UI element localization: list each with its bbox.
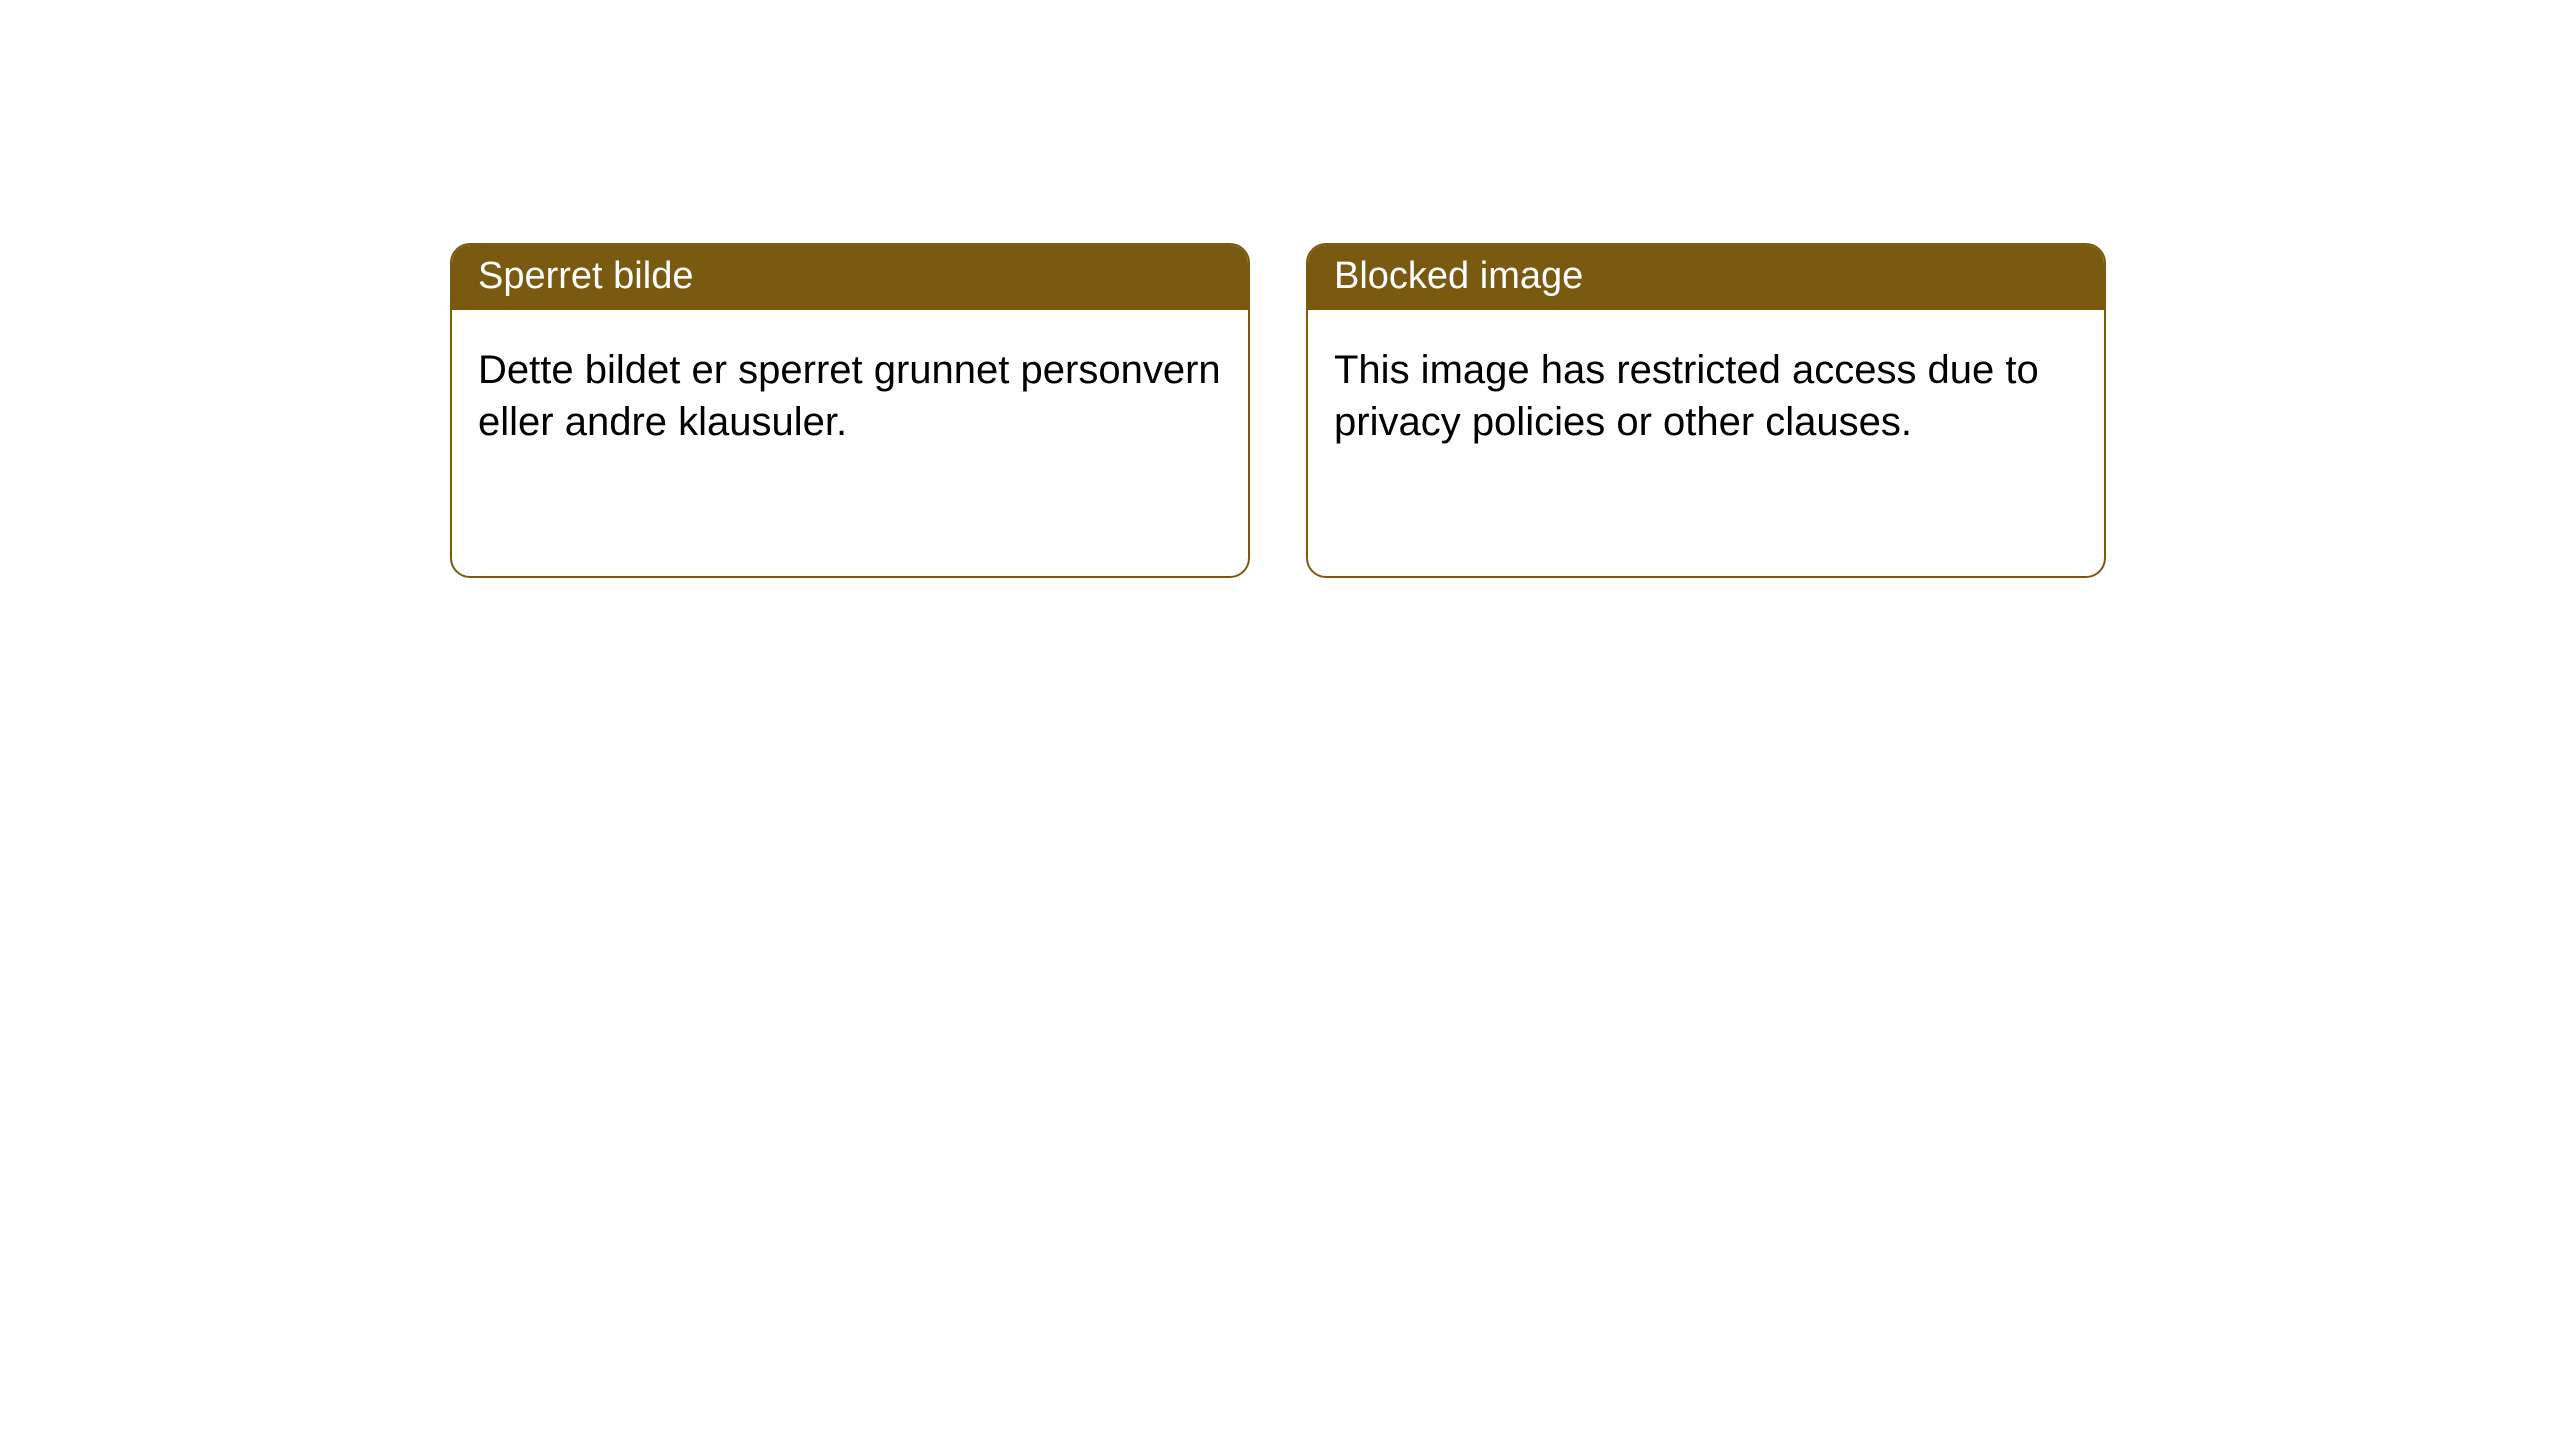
notice-body: This image has restricted access due to … [1308, 310, 2104, 482]
notice-card-norwegian: Sperret bilde Dette bildet er sperret gr… [450, 243, 1250, 578]
notice-card-english: Blocked image This image has restricted … [1306, 243, 2106, 578]
notice-body: Dette bildet er sperret grunnet personve… [452, 310, 1248, 482]
notice-header: Sperret bilde [452, 245, 1248, 310]
notice-header: Blocked image [1308, 245, 2104, 310]
notice-container: Sperret bilde Dette bildet er sperret gr… [450, 243, 2106, 578]
